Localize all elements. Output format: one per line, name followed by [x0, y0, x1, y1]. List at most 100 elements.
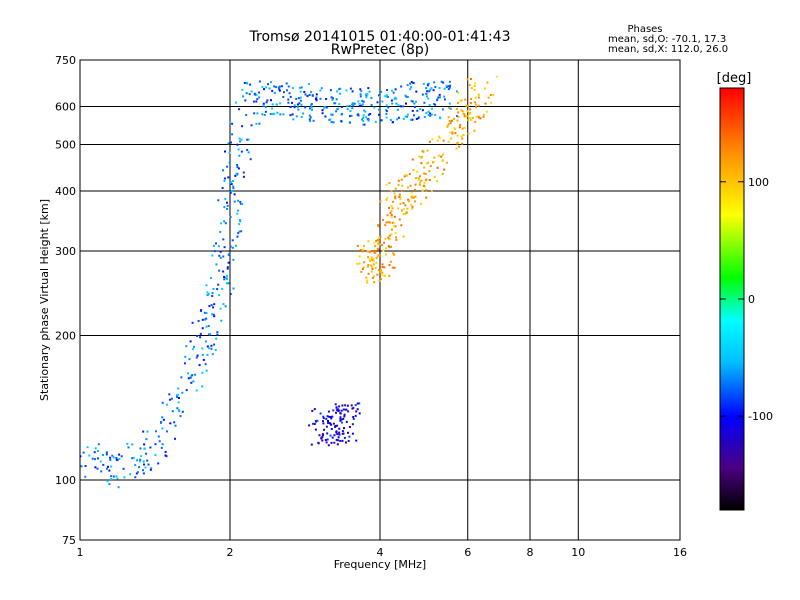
- data-point: [431, 107, 433, 110]
- data-point: [134, 464, 137, 467]
- data-point: [109, 456, 112, 459]
- data-point: [449, 84, 452, 87]
- data-point: [419, 175, 421, 178]
- data-point: [422, 150, 425, 153]
- data-point: [232, 185, 235, 188]
- data-point: [402, 208, 405, 211]
- data-point: [405, 102, 407, 105]
- data-point: [366, 279, 369, 282]
- data-point: [187, 372, 190, 375]
- data-point: [367, 272, 370, 275]
- data-point: [376, 239, 379, 242]
- data-point: [108, 483, 111, 486]
- data-point: [343, 436, 346, 439]
- data-point: [100, 470, 103, 473]
- data-point: [378, 108, 380, 111]
- data-point: [348, 435, 351, 438]
- data-point: [394, 195, 397, 198]
- data-point: [226, 277, 229, 280]
- data-point: [270, 99, 272, 102]
- data-point: [463, 126, 466, 129]
- data-point: [335, 98, 338, 101]
- data-point: [201, 353, 204, 356]
- data-point: [348, 105, 351, 108]
- data-point: [388, 274, 391, 277]
- data-point: [351, 423, 354, 426]
- data-point: [311, 94, 314, 97]
- data-point: [112, 475, 115, 478]
- data-point: [240, 150, 243, 153]
- data-point: [191, 321, 194, 324]
- data-point: [302, 112, 305, 115]
- data-point: [370, 104, 373, 106]
- data-point: [149, 468, 152, 471]
- data-point: [474, 82, 476, 85]
- data-point: [322, 422, 325, 425]
- data-point: [283, 91, 285, 94]
- data-point: [270, 81, 272, 84]
- data-point: [359, 249, 362, 251]
- data-point: [396, 118, 399, 121]
- chart-title: Tromsø 20141015 01:40:00-01:41:43: [249, 29, 511, 45]
- data-point: [165, 455, 168, 458]
- data-point: [365, 93, 368, 96]
- data-point: [308, 118, 311, 121]
- data-point: [390, 228, 393, 231]
- data-point: [330, 417, 333, 420]
- data-point: [326, 415, 329, 418]
- data-point: [458, 145, 461, 148]
- data-point: [317, 442, 320, 445]
- data-point: [447, 85, 450, 88]
- data-point: [438, 93, 441, 96]
- data-point: [419, 108, 422, 110]
- data-point: [433, 103, 435, 105]
- data-point: [210, 344, 213, 347]
- data-point: [382, 218, 385, 221]
- data-point: [192, 348, 195, 351]
- data-point: [399, 202, 402, 205]
- data-point: [385, 183, 388, 186]
- data-point: [375, 261, 378, 264]
- data-point: [273, 85, 276, 88]
- data-point: [322, 434, 324, 437]
- data-point: [271, 103, 274, 106]
- data-point: [261, 113, 264, 116]
- data-point: [386, 89, 389, 91]
- data-point: [384, 237, 387, 240]
- data-point: [363, 109, 366, 112]
- data-point: [402, 235, 405, 238]
- data-point: [293, 104, 296, 107]
- data-point: [282, 113, 285, 116]
- data-point: [490, 101, 493, 104]
- data-point: [489, 94, 492, 96]
- data-point: [322, 415, 325, 418]
- data-point: [385, 95, 388, 98]
- data-point: [327, 420, 329, 422]
- data-point: [479, 117, 482, 120]
- data-point: [226, 207, 229, 210]
- data-point: [433, 160, 435, 163]
- data-point: [443, 87, 446, 90]
- data-point: [239, 220, 242, 223]
- data-point: [154, 454, 157, 457]
- data-point: [358, 255, 361, 258]
- data-point: [289, 106, 292, 109]
- data-point: [473, 85, 476, 87]
- data-point: [328, 415, 331, 418]
- data-point: [219, 307, 222, 310]
- data-point: [190, 381, 193, 384]
- data-point: [365, 276, 368, 279]
- data-point: [420, 202, 423, 205]
- data-point: [379, 95, 381, 98]
- data-point: [395, 238, 398, 241]
- data-point: [239, 201, 242, 203]
- data-point: [171, 397, 173, 400]
- data-point: [258, 122, 261, 125]
- data-point: [360, 104, 363, 107]
- data-point: [313, 408, 316, 411]
- data-point: [371, 268, 374, 270]
- data-point: [342, 408, 345, 411]
- y-axis-ticks: 750 600 500 400 300 200 100 75: [55, 54, 76, 547]
- data-point: [436, 180, 438, 183]
- data-point: [286, 89, 288, 92]
